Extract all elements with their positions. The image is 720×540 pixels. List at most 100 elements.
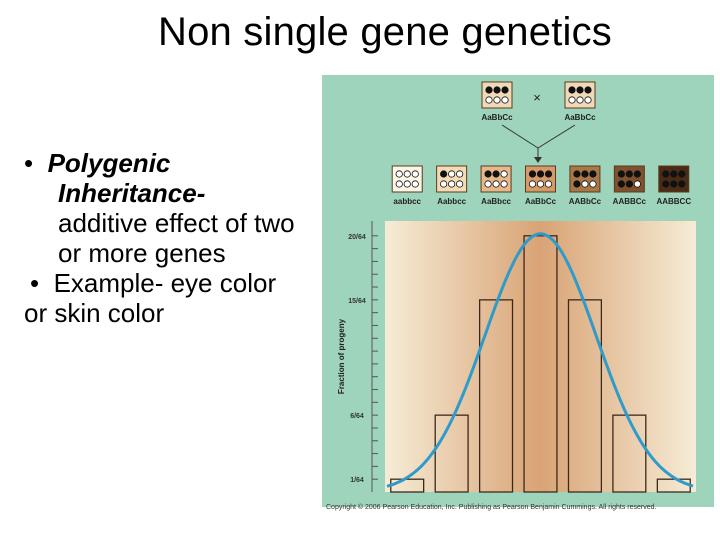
- dark-allele-dot: [573, 170, 581, 178]
- y-tick-label: 15/64: [348, 298, 366, 305]
- light-allele-dot: [403, 180, 411, 188]
- bar-AABBCc: [612, 414, 647, 493]
- dark-allele-dot: [544, 170, 553, 178]
- dark-allele-dot: [617, 180, 625, 188]
- dark-allele-dot: [678, 180, 686, 188]
- offspring-label: AaBbcc: [481, 197, 511, 206]
- dark-allele-dot: [501, 86, 509, 94]
- bar-AaBbcc: [478, 299, 514, 493]
- dark-allele-dot: [678, 170, 686, 178]
- light-allele-dot: [395, 180, 403, 188]
- offspring-box-AABBCC: [658, 165, 690, 193]
- dark-allele-dot: [670, 180, 678, 188]
- light-allele-dot: [456, 180, 464, 188]
- genotype-box: [480, 165, 512, 193]
- dark-allele-dot: [581, 170, 589, 178]
- bullet-1-bold-term: Polygenic: [47, 148, 171, 178]
- light-allele-dot: [500, 170, 508, 178]
- y-tick-label: 1/64: [350, 477, 364, 484]
- bullet-2-text: Example- eye color: [53, 268, 277, 298]
- bullet-1-line-4: or more genes: [58, 238, 226, 268]
- genotype-box: [525, 165, 556, 193]
- light-allele-dot: [633, 180, 641, 188]
- bullet-2-line-1: • Example- eye color: [24, 268, 324, 298]
- copyright-note: Copyright © 2006 Pearson Education, Inc.…: [326, 504, 657, 511]
- dark-allele-dot: [536, 170, 545, 178]
- light-allele-dot: [484, 180, 492, 188]
- offspring-box-AABBCc: [613, 165, 645, 193]
- light-allele-dot: [492, 180, 500, 188]
- bullet-marker: •: [30, 268, 40, 298]
- light-allele-dot: [501, 96, 509, 104]
- dark-allele-dot: [670, 170, 678, 178]
- offspring-box-aabbcc: [391, 165, 423, 193]
- bullet-marker: •: [24, 148, 34, 178]
- light-allele-dot: [456, 170, 464, 178]
- dark-allele-dot: [662, 170, 670, 178]
- dark-allele-dot: [625, 170, 633, 178]
- offspring-box-Aabbcc: [436, 165, 468, 193]
- dark-allele-dot: [528, 170, 537, 178]
- cross-arrow-line-left: [501, 124, 539, 149]
- dark-allele-dot: [493, 86, 501, 94]
- bar-AABbCc: [567, 299, 603, 493]
- y-tick-label: 20/64: [348, 234, 366, 241]
- light-allele-dot: [395, 170, 403, 178]
- dark-allele-dot: [617, 170, 625, 178]
- bell-curve: [386, 232, 694, 488]
- parent-2-label: AaBbCc: [564, 113, 596, 122]
- plot-background: [385, 221, 696, 492]
- light-allele-dot: [581, 180, 589, 188]
- light-allele-dot: [448, 170, 456, 178]
- bar-AaBbCc: [523, 235, 558, 493]
- dark-allele-dot: [633, 170, 641, 178]
- genotype-box: [658, 165, 690, 193]
- offspring-box-AaBbCc: [525, 165, 556, 193]
- light-allele-dot: [403, 170, 411, 178]
- bullet-list: • Polygenic Inheritance- additive effect…: [24, 148, 324, 328]
- dark-allele-dot: [485, 86, 493, 94]
- polygenic-chart: AaBbCc AaBbCc × aabbcc Aabbcc AaBbcc AaBbCc AAB…: [337, 81, 696, 493]
- light-allele-dot: [411, 180, 419, 188]
- bullet-1-line-3: additive effect of two: [58, 208, 295, 238]
- light-allele-dot: [448, 180, 456, 188]
- bullet-1-bold-term-cont: Inheritance-: [58, 178, 206, 208]
- light-allele-dot: [440, 180, 448, 188]
- offspring-label: AABBCc: [613, 197, 647, 206]
- dark-allele-dot: [573, 180, 581, 188]
- offspring-label: AABBCC: [656, 197, 691, 206]
- offspring-label: AaBbCc: [525, 197, 557, 206]
- offspring-box-AaBbcc: [480, 165, 512, 193]
- dark-allele-dot: [568, 86, 576, 94]
- cross-symbol: ×: [533, 90, 541, 105]
- slide-title: Non single gene genetics: [158, 10, 612, 54]
- genotype-box: [436, 165, 468, 193]
- genotype-box: [564, 81, 596, 109]
- light-allele-dot: [584, 96, 592, 104]
- bar-Aabbcc: [434, 414, 469, 493]
- dark-allele-dot: [492, 170, 500, 178]
- light-allele-dot: [500, 180, 508, 188]
- dark-allele-dot: [589, 170, 597, 178]
- parent-2-box: [564, 81, 596, 109]
- light-allele-dot: [544, 180, 553, 188]
- light-allele-dot: [536, 180, 545, 188]
- light-allele-dot: [493, 96, 501, 104]
- offspring-label: aabbcc: [393, 197, 421, 206]
- bullet-1-line-2: Inheritance-: [24, 178, 324, 208]
- offspring-label: Aabbcc: [437, 197, 466, 206]
- light-allele-dot: [576, 96, 584, 104]
- dark-allele-dot: [484, 170, 492, 178]
- parent-1-box: [481, 81, 513, 109]
- genotype-box: [569, 165, 601, 193]
- dark-allele-dot: [662, 180, 670, 188]
- light-allele-dot: [485, 96, 493, 104]
- dark-allele-dot: [625, 180, 633, 188]
- light-allele-dot: [528, 180, 537, 188]
- cross-arrow-line-right: [537, 124, 576, 149]
- bullet-1-line-1: • Polygenic: [24, 148, 324, 178]
- light-allele-dot: [589, 180, 597, 188]
- genotype-box: [481, 81, 513, 109]
- y-axis-label: Fraction of progeny: [337, 318, 346, 394]
- bullet-2-line-2: or skin color: [24, 298, 165, 328]
